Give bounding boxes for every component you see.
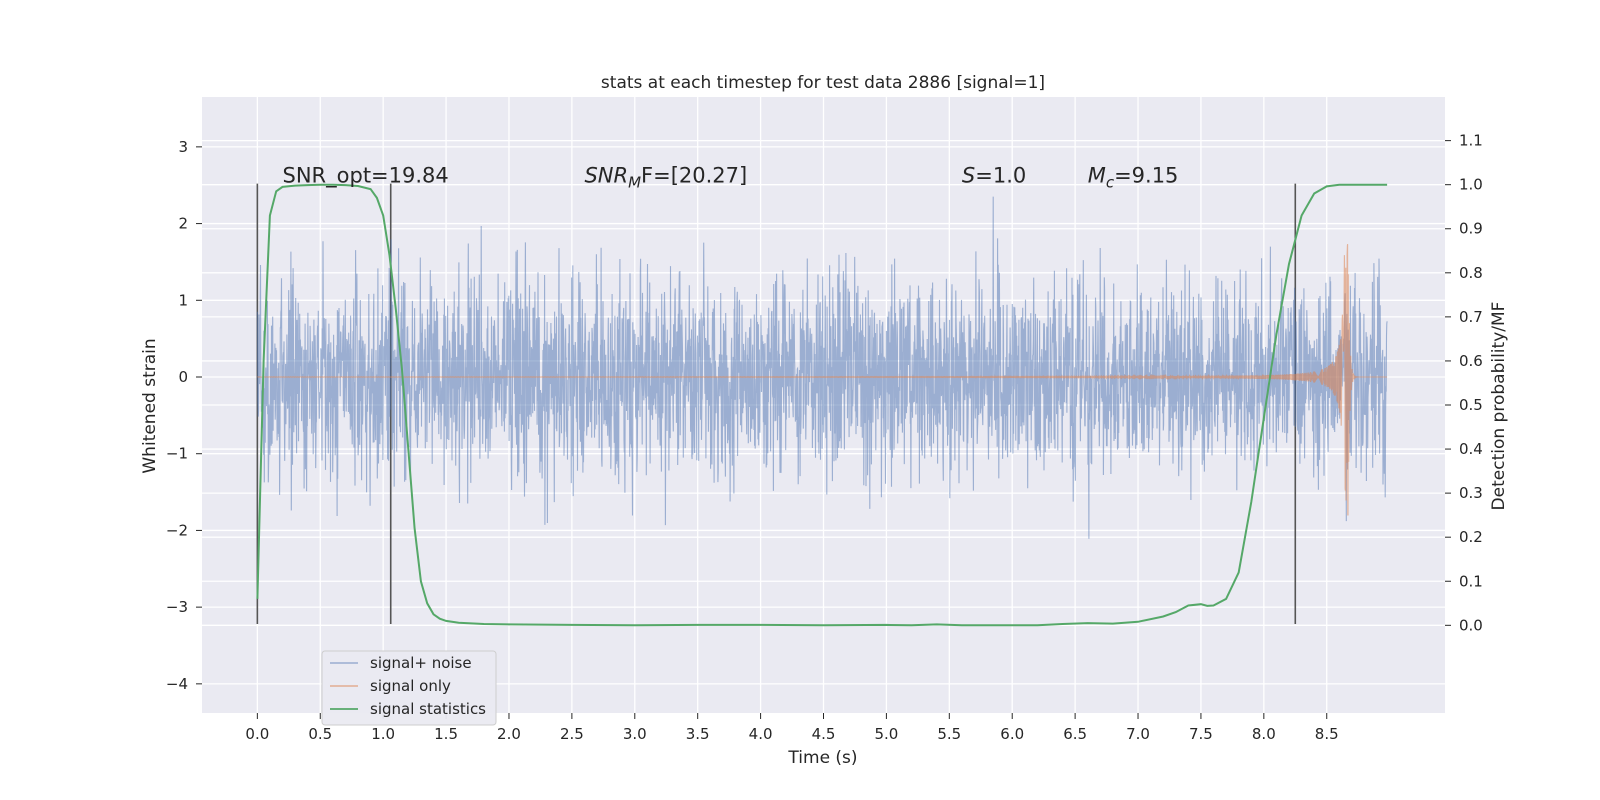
y2-tick-label: 0.6 <box>1459 352 1483 370</box>
annotation-snr-mf-base: SNR <box>584 164 628 188</box>
annotation-mc-value: Mc=9.15 <box>1088 164 1179 192</box>
x-tick-label: 1.0 <box>371 725 395 743</box>
x-tick-label: 6.0 <box>1000 725 1024 743</box>
y-axis-label: Whitened strain <box>140 338 160 473</box>
y2-tick-label: 0.0 <box>1459 616 1483 634</box>
legend: signal+ noise signal only signal statist… <box>321 650 497 726</box>
series-signal-statistics <box>256 183 1388 627</box>
y2-tick-label: 0.8 <box>1459 264 1483 282</box>
x-tick-label: 4.0 <box>749 725 773 743</box>
x-tick-label: 4.5 <box>812 725 836 743</box>
signal-only-line <box>257 244 1388 516</box>
x-tick-label: 6.5 <box>1063 725 1087 743</box>
y2-tick-label: 0.4 <box>1459 440 1483 458</box>
y2-tick-label: 0.2 <box>1459 528 1483 546</box>
y-tick-label: 3 <box>178 138 188 156</box>
y-tick-label: −4 <box>166 675 188 693</box>
y2-tick-label: 1.1 <box>1459 132 1483 150</box>
x-tick-label: 3.5 <box>686 725 710 743</box>
annotation-s-base: S <box>962 164 975 188</box>
y-tick-label: 1 <box>178 291 188 309</box>
signal-noise-line <box>256 196 1388 539</box>
annotation-snr-opt: SNR_opt=19.84 <box>283 164 449 189</box>
series-signal-only <box>257 244 1388 516</box>
y2-tick-label: 0.9 <box>1459 220 1483 238</box>
x-tick-label: 1.5 <box>434 725 458 743</box>
annotation-snr-mf-sub: M <box>628 174 641 192</box>
x-tick-label: 7.5 <box>1189 725 1213 743</box>
annotation-snr-mf-tail: F=[20.27] <box>641 164 747 188</box>
x-tick-label: 5.5 <box>937 725 961 743</box>
signal-statistics-line <box>256 183 1388 627</box>
y-tick-label: −3 <box>166 598 188 616</box>
y2-axis-label: Detection probability/MF <box>1489 302 1509 511</box>
annotation-mc-tail: =9.15 <box>1114 164 1178 188</box>
annotation-snr-mf: SNRMF=[20.27] <box>584 164 747 192</box>
x-tick-label: 8.0 <box>1252 725 1276 743</box>
y2-tick-label: 1.0 <box>1459 176 1483 194</box>
y-ticks: 3 2 1 0 −1 −2 −3 −4 <box>166 138 202 693</box>
y2-tick-label: 0.1 <box>1459 572 1483 590</box>
y2-tick-label: 0.5 <box>1459 396 1483 414</box>
y-tick-label: −2 <box>166 521 188 539</box>
y2-tick-label: 0.3 <box>1459 484 1483 502</box>
annotation-s-value: S=1.0 <box>962 164 1026 188</box>
y-tick-label: −1 <box>166 445 188 463</box>
legend-label-signal-only: signal only <box>370 677 451 695</box>
x-tick-label: 8.5 <box>1315 725 1339 743</box>
annotation-mc-base: M <box>1088 164 1106 188</box>
legend-label-signal-noise: signal+ noise <box>370 654 472 672</box>
x-tick-label: 0.0 <box>245 725 269 743</box>
x-tick-label: 0.5 <box>308 725 332 743</box>
x-tick-label: 2.5 <box>560 725 584 743</box>
annotation-s-tail: =1.0 <box>975 164 1026 188</box>
x-tick-label: 7.0 <box>1126 725 1150 743</box>
legend-label-signal-statistics: signal statistics <box>370 700 486 718</box>
y2-ticks: 1.1 1.0 0.9 0.8 0.7 0.6 0.5 0.4 0.3 0.2 0.1 0.0 <box>1445 132 1483 634</box>
x-tick-label: 5.0 <box>874 725 898 743</box>
y-tick-label: 2 <box>178 215 188 233</box>
y2-tick-label: 0.7 <box>1459 308 1483 326</box>
y-tick-label: 0 <box>178 368 188 386</box>
series-signal-noise <box>256 196 1388 539</box>
annotation-mc-sub: c <box>1106 174 1115 192</box>
chart-title: stats at each timestep for test data 288… <box>601 73 1045 93</box>
x-tick-label: 2.0 <box>497 725 521 743</box>
x-tick-label: 3.0 <box>623 725 647 743</box>
x-axis-label: Time (s) <box>787 748 857 768</box>
legend-box <box>321 650 497 726</box>
x-ticks: 0.0 0.5 1.0 1.5 2.0 2.5 3.0 3.5 4.0 4.5 5.0 5.5 6.0 6… <box>245 713 1339 743</box>
